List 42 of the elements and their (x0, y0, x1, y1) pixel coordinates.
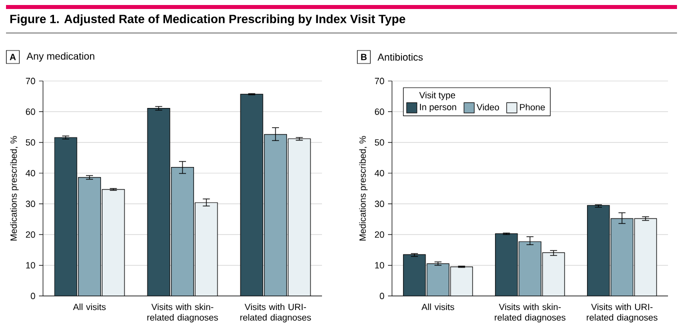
y-tick-label: 20 (26, 231, 36, 238)
y-tick-label: 20 (374, 231, 384, 238)
bar (171, 167, 194, 296)
text: A (10, 54, 16, 60)
x-tick-label: Visits with URI-related diagnoses (240, 304, 311, 322)
y-tick-label: 40 (26, 170, 36, 176)
y-tick-label: 60 (374, 108, 384, 115)
legend-label: Phone (520, 104, 545, 110)
bar (264, 134, 287, 296)
x-tick-label: Visits with skin-related diagnoses (494, 304, 566, 322)
bar (195, 202, 218, 296)
y-tick-label: 40 (374, 170, 384, 176)
legend-label: In person (420, 104, 456, 112)
bar (102, 189, 124, 296)
y-tick-label: 10 (375, 262, 384, 268)
legend-title: Visit type (419, 92, 456, 100)
chart-title: Any medication (26, 52, 94, 62)
y-tick-label: 50 (374, 139, 384, 146)
bar (54, 138, 77, 296)
bar (288, 138, 311, 296)
y-tick-label: 0 (30, 292, 36, 300)
y-tick-label: 70 (26, 78, 36, 84)
x-tick-label: Visits with URI-related diagnoses (586, 304, 658, 322)
y-tick-label: 30 (26, 200, 36, 208)
x-tick-label: All visits (73, 304, 106, 310)
text: B (361, 54, 367, 60)
bar (78, 177, 101, 296)
x-tick-label: All visits (422, 304, 454, 310)
x-tick-label: Visits with skin-related diagnoses (147, 304, 218, 322)
y-tick-label: 30 (374, 200, 384, 208)
y-tick-label: 50 (26, 139, 36, 146)
y-axis-title: Medications prescribed, % (10, 136, 19, 241)
caption: Figure 1. Adjusted Rate of Medication Prescribing by Index Visit Type (10, 14, 406, 26)
y-tick-label: 60 (26, 108, 36, 115)
y-tick-label: 10 (26, 262, 36, 268)
chart-title: Antibiotics (378, 53, 423, 61)
y-tick-label: 0 (380, 292, 384, 300)
legend-label: Video (476, 104, 500, 110)
bar (148, 108, 170, 296)
bar (240, 94, 264, 296)
y-axis-title: Medications prescribed, % (359, 136, 368, 241)
y-tick-label: 70 (374, 78, 384, 84)
